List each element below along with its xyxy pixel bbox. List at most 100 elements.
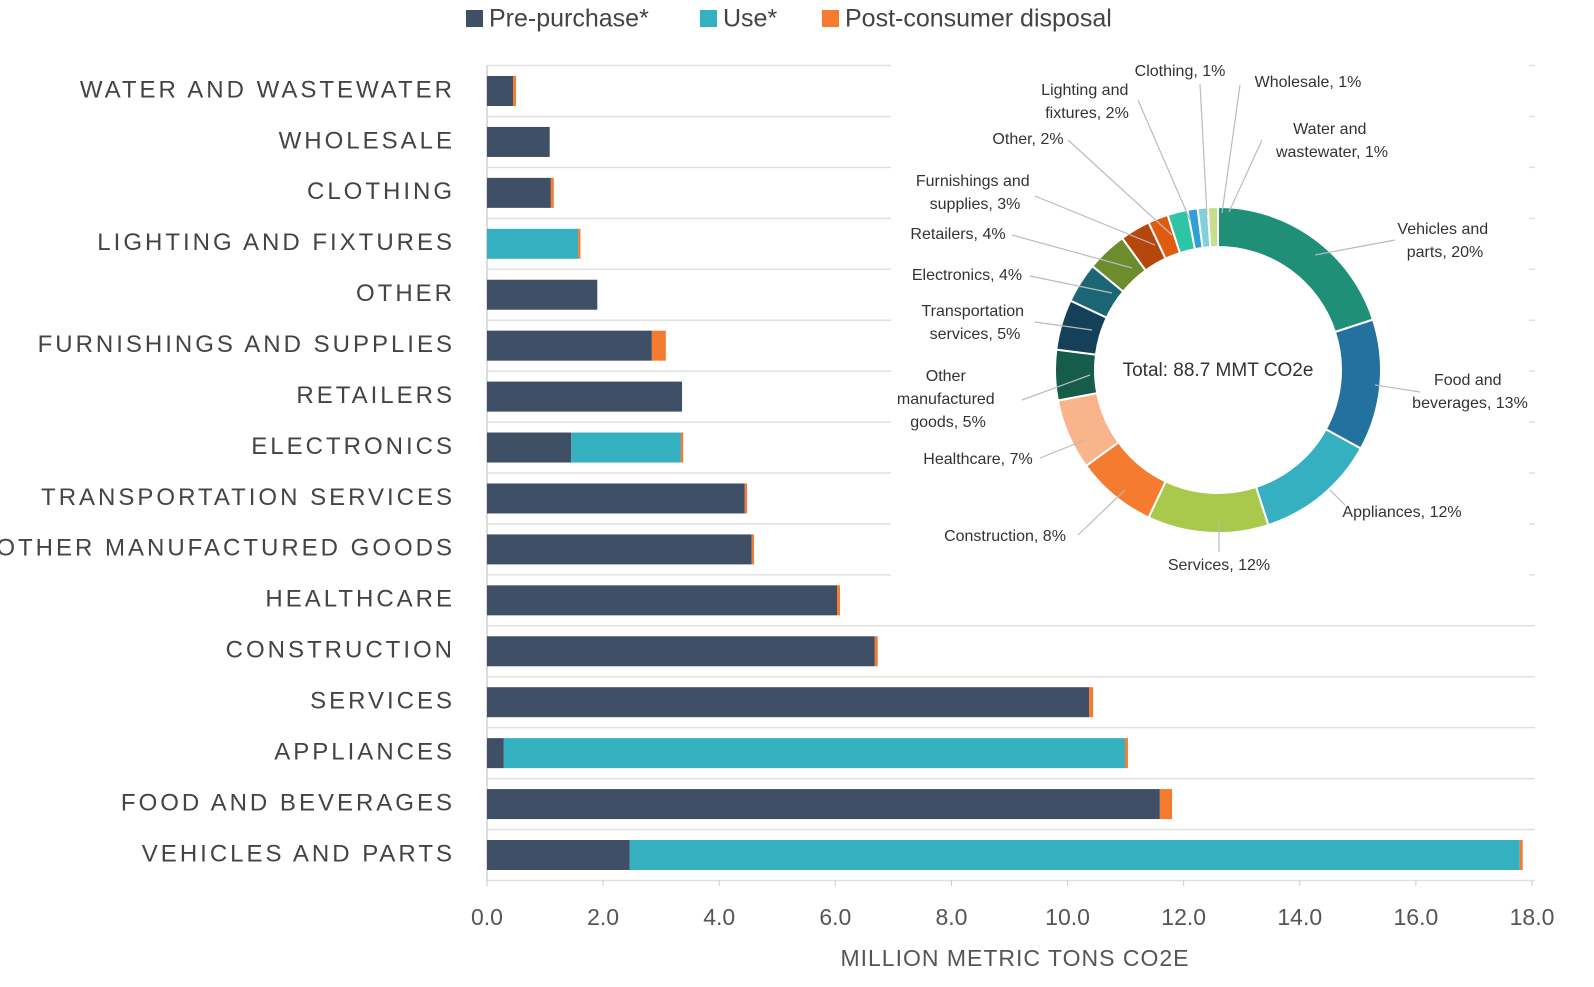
slice-label: Other, 2%	[992, 131, 1063, 148]
slice-label: Construction, 8%	[944, 528, 1066, 545]
legend-swatch	[822, 10, 839, 27]
bar-segment	[487, 330, 652, 361]
category-label: WATER AND WASTEWATER	[80, 76, 455, 103]
slice-label: Retailers, 4%	[910, 226, 1005, 243]
leader-line	[1221, 84, 1241, 214]
bar-segment	[487, 483, 745, 514]
leader-line	[1011, 234, 1133, 269]
bar-segment	[487, 177, 551, 208]
bar-segment	[487, 738, 504, 769]
category-label: RETAILERS	[296, 382, 455, 409]
slice-label: Water and wastewater, 1%	[1275, 121, 1388, 161]
bar-segment	[487, 126, 550, 157]
category-label: LIGHTING AND FIXTURES	[97, 229, 455, 256]
slice-label: Appliances, 12%	[1342, 504, 1461, 521]
x-axis-label: MILLION METRIC TONS CO2E	[840, 945, 1189, 971]
bar-segment	[874, 636, 878, 667]
category-label: CLOTHING	[307, 178, 455, 205]
leader-line	[1314, 239, 1396, 256]
category-label: OTHER	[356, 280, 455, 307]
leader-line	[1021, 374, 1091, 401]
slice-label: Furnishings and supplies, 3%	[916, 173, 1034, 213]
category-label: CONSTRUCTION	[226, 637, 455, 664]
category-label: SERVICES	[310, 688, 455, 715]
bar-segment	[651, 330, 666, 361]
x-tick-label: 16.0	[1394, 904, 1439, 930]
x-tick-label: 10.0	[1045, 904, 1090, 930]
leader-line	[1329, 489, 1346, 506]
bar-segment	[487, 228, 579, 259]
bar-segment	[487, 534, 752, 565]
category-label: ELECTRONICS	[251, 433, 455, 460]
slice-label: Wholesale, 1%	[1255, 74, 1362, 91]
slice-label: Healthcare, 7%	[923, 451, 1032, 468]
bar-segment	[487, 381, 683, 412]
leader-line	[1034, 321, 1093, 331]
legend-label: Use*	[723, 5, 777, 33]
bar-segment	[1125, 738, 1128, 769]
x-tick-label: 2.0	[587, 904, 619, 930]
bar-segment	[487, 76, 514, 106]
leader-line	[1029, 275, 1113, 294]
legend-label: Post-consumer disposal	[845, 5, 1112, 33]
leader-line	[1067, 139, 1173, 236]
x-tick-label: 6.0	[819, 904, 851, 930]
bar-segment	[487, 687, 1090, 718]
category-label: HEALTHCARE	[265, 586, 455, 613]
leader-line	[1034, 195, 1156, 246]
bar-segment	[571, 432, 681, 463]
leader-line	[1228, 139, 1263, 213]
donut-slice	[1206, 205, 1219, 249]
bar-segment	[1519, 840, 1523, 870]
bar-segment	[487, 432, 572, 463]
legend-label: Pre-purchase*	[489, 5, 649, 33]
category-label: TRANSPORTATION SERVICES	[41, 484, 455, 511]
x-tick-label: 0.0	[471, 904, 503, 930]
leader-line	[1039, 439, 1086, 459]
category-label: FURNISHINGS AND SUPPLIES	[38, 331, 455, 358]
x-tick-label: 4.0	[703, 904, 735, 930]
bar-segment	[837, 585, 840, 616]
donut-center-label: Total: 88.7 MMT CO2e	[1123, 360, 1314, 381]
x-tick-label: 12.0	[1161, 904, 1206, 930]
bar-segment	[487, 585, 838, 616]
slice-label: Food and beverages, 13%	[1412, 372, 1528, 412]
slice-label: Other manufactured goods, 5%	[897, 368, 999, 431]
slice-label: Transportation services, 5%	[921, 303, 1028, 343]
bar-segment	[1159, 789, 1173, 820]
bar-segment	[680, 432, 684, 463]
bar-segment	[487, 636, 875, 667]
category-label: FOOD AND BEVERAGES	[121, 789, 455, 816]
bar-segment	[629, 840, 1520, 870]
legend-swatch	[466, 10, 483, 27]
x-tick-label: 14.0	[1277, 904, 1322, 930]
x-tick-label: 8.0	[935, 904, 967, 930]
slice-label: Electronics, 4%	[912, 267, 1022, 284]
leader-line	[1137, 99, 1191, 221]
slice-label: Vehicles and parts, 20%	[1397, 221, 1492, 261]
category-label: OTHER MANUFACTURED GOODS	[0, 535, 455, 562]
x-tick-label: 18.0	[1510, 904, 1555, 930]
category-label: WHOLESALE	[279, 127, 455, 154]
slice-label: Clothing, 1%	[1135, 63, 1226, 80]
category-label: APPLIANCES	[274, 738, 455, 765]
bar-segment	[503, 738, 1126, 769]
donut-slice	[1054, 348, 1099, 402]
bar-segment	[513, 76, 517, 106]
legend-swatch	[700, 10, 717, 27]
bar-segment	[550, 177, 554, 208]
bar-segment	[578, 228, 581, 259]
category-label: VEHICLES AND PARTS	[142, 840, 455, 867]
bar-segment	[1089, 687, 1094, 718]
slice-label: Services, 12%	[1168, 557, 1270, 574]
bar-segment	[744, 483, 748, 514]
leader-line	[1199, 83, 1208, 216]
leader-line	[1374, 384, 1421, 393]
slice-label: Lighting and fixtures, 2%	[1041, 82, 1133, 122]
leader-line	[1077, 489, 1126, 536]
bar-segment	[751, 534, 755, 565]
bar-segment	[487, 840, 630, 870]
bar-segment	[487, 789, 1160, 820]
bar-segment	[487, 279, 598, 310]
